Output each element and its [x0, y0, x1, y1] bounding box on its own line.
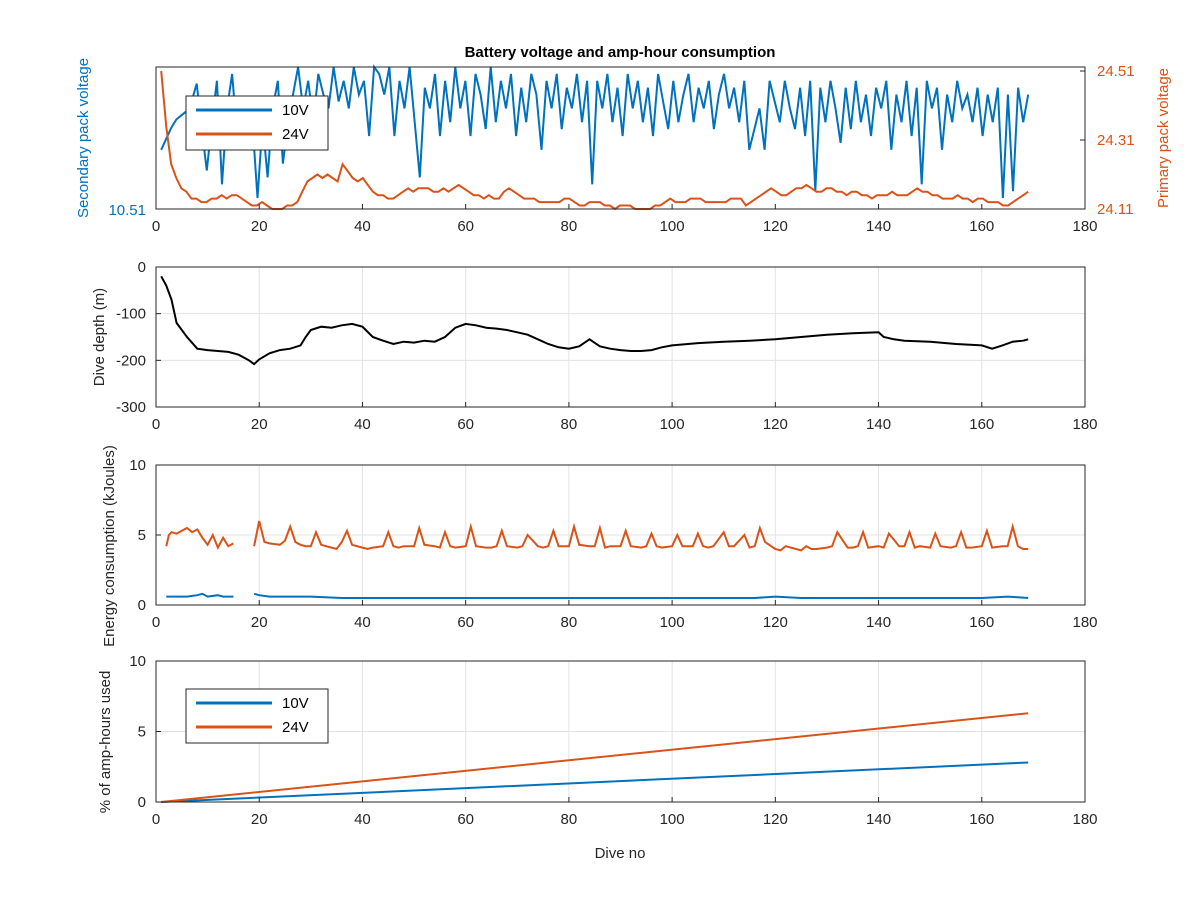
x-tick-label: 40	[354, 416, 371, 433]
x-tick-label: 20	[251, 614, 268, 631]
panel-energy-lines	[165, 520, 1029, 599]
legend-box	[185, 688, 329, 744]
x-tick-label: 100	[660, 416, 685, 433]
x-tick-label: 100	[660, 218, 685, 235]
x-tick-label: 0	[152, 416, 160, 433]
dive-depth-label: Dive depth (m)	[91, 288, 108, 386]
x-tick-label: 80	[561, 614, 578, 631]
x-tick-label: 60	[457, 416, 474, 433]
x-tick-label: 80	[561, 416, 578, 433]
legend-label-24v: 24V	[282, 126, 309, 143]
panel-energy-ticks: 0 20 40 60 80 100 120 140 160 180 0 5 10	[129, 457, 1097, 631]
x-tick-label: 40	[354, 218, 371, 235]
x-tick-label: 180	[1072, 614, 1097, 631]
panel-depth-axes-box	[155, 266, 1086, 408]
panel-voltage-axes-box	[155, 66, 1086, 210]
series-line-24v	[161, 712, 1029, 803]
series-line-24v	[160, 70, 1029, 211]
x-tick-label: 160	[969, 811, 994, 828]
x-tick-label: 120	[763, 416, 788, 433]
y-tick-label: 5	[138, 724, 146, 741]
y-right-tick-label: 24.11	[1097, 201, 1133, 218]
x-tick-label: 20	[251, 416, 268, 433]
x-tick-label: 0	[152, 218, 160, 235]
panel-depth-ticks: 0 20 40 60 80 100 120 140 160 180 0 -100 -200 -300	[116, 259, 1098, 433]
panel-energy: 0 20 40 60 80 100 120 140 160 180 0 5 10 Energy cons…	[101, 445, 1098, 647]
x-tick-label: 60	[457, 218, 474, 235]
x-tick-label: 0	[152, 811, 160, 828]
series-line-24v	[165, 526, 234, 550]
x-tick-label: 120	[763, 811, 788, 828]
energy-consumption-label: Energy consumption (kJoules)	[101, 445, 118, 647]
y-tick-label: 0	[138, 259, 146, 276]
figure-title: Battery voltage and amp-hour consumption	[465, 44, 776, 61]
x-tick-label: 20	[251, 811, 268, 828]
x-tick-label: 180	[1072, 811, 1097, 828]
y-tick-label: 0	[138, 794, 146, 811]
panel-voltage-lines	[160, 64, 1030, 211]
series-line-10v	[161, 761, 1029, 803]
panel-depth: 0 20 40 60 80 100 120 140 160 180 0 -100 -200 -300 Di…	[91, 259, 1098, 433]
x-tick-label: 160	[969, 416, 994, 433]
legend-box	[185, 95, 329, 151]
y-right-tick-label: 24.31	[1097, 132, 1135, 149]
legend-label-24v: 24V	[282, 719, 309, 736]
secondary-voltage-label: Secondary pack voltage	[75, 58, 92, 218]
series-line-10v	[253, 592, 1029, 599]
series-line-10v	[160, 64, 1030, 199]
panel-depth-lines	[160, 275, 1029, 366]
series-line-0	[160, 275, 1029, 366]
x-tick-label: 100	[660, 614, 685, 631]
panel-voltage-ticks: 0 20 40 60 80 100 120 140 160 180 10.51 24.51 24.31 2…	[108, 63, 1134, 235]
x-tick-label: 140	[866, 614, 891, 631]
amphours-label: % of amp-hours used	[97, 671, 114, 814]
x-tick-label: 120	[763, 218, 788, 235]
x-tick-label: 20	[251, 218, 268, 235]
primary-voltage-label: Primary pack voltage	[1155, 68, 1172, 208]
y-tick-label: -300	[116, 399, 146, 416]
x-tick-label: 140	[866, 218, 891, 235]
y-tick-label: 10	[129, 653, 146, 670]
panel-amphours-lines	[161, 712, 1029, 803]
x-tick-label: 0	[152, 614, 160, 631]
x-tick-label: 180	[1072, 416, 1097, 433]
y-tick-label: 5	[138, 527, 146, 544]
series-line-24v	[253, 520, 1029, 552]
y-tick-label: 10	[129, 457, 146, 474]
x-tick-label: 80	[561, 811, 578, 828]
x-tick-label: 140	[866, 811, 891, 828]
x-tick-label: 60	[457, 811, 474, 828]
y-tick-label: 0	[138, 597, 146, 614]
panel-voltage-legend: 10V 24V	[185, 95, 329, 151]
panel-amphours: 0 20 40 60 80 100 120 140 160 180 0 5 10 % of amp-ho…	[97, 653, 1098, 862]
x-tick-label: 120	[763, 614, 788, 631]
x-tick-label: 160	[969, 614, 994, 631]
x-tick-label: 80	[561, 218, 578, 235]
panel-depth-grid	[156, 267, 1085, 407]
panel-voltage: 0 20 40 60 80 100 120 140 160 180 10.51 24.51 24.31 2…	[75, 58, 1172, 235]
y-tick-label: -100	[116, 306, 146, 323]
x-tick-label: 140	[866, 416, 891, 433]
y-left-tick-label: 10.51	[108, 202, 146, 219]
panel-amphours-legend: 10V 24V	[185, 688, 329, 744]
x-tick-label: 40	[354, 811, 371, 828]
legend-label-10v: 10V	[282, 695, 309, 712]
y-tick-label: -200	[116, 352, 146, 369]
panel-amphours-ticks: 0 20 40 60 80 100 120 140 160 180 0 5 10	[129, 653, 1097, 828]
x-tick-label: 180	[1072, 218, 1097, 235]
y-right-tick-label: 24.51	[1097, 63, 1135, 80]
dive-no-label: Dive no	[595, 845, 646, 862]
x-tick-label: 160	[969, 218, 994, 235]
series-line-10v	[166, 592, 234, 598]
panel-energy-grid	[156, 465, 1085, 605]
x-tick-label: 40	[354, 614, 371, 631]
x-tick-label: 100	[660, 811, 685, 828]
x-tick-label: 60	[457, 614, 474, 631]
legend-label-10v: 10V	[282, 102, 309, 119]
